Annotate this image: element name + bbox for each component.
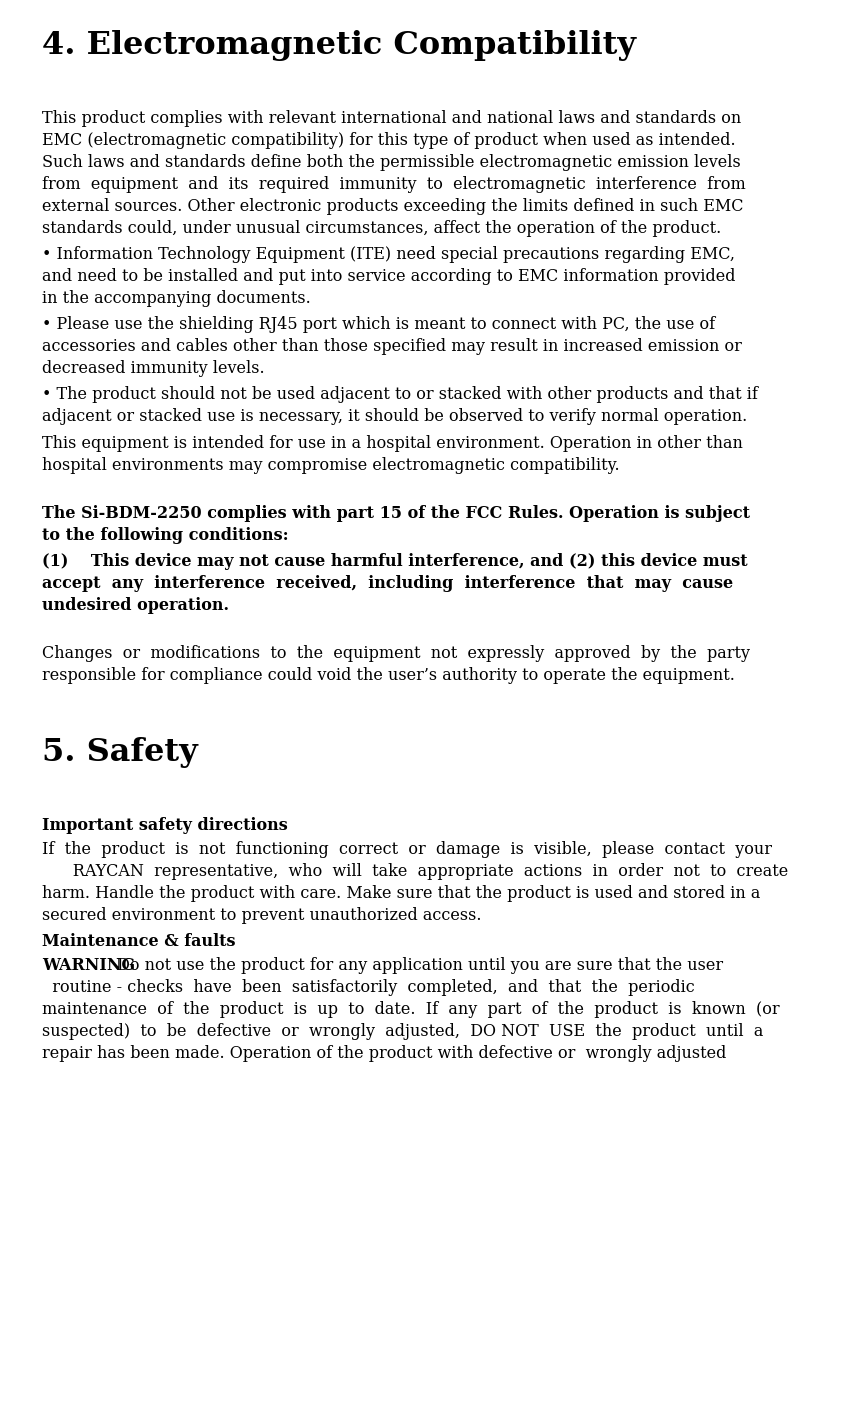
Text: adjacent or stacked use is necessary, it should be observed to verify normal ope: adjacent or stacked use is necessary, it…: [42, 409, 747, 426]
Text: to the following conditions:: to the following conditions:: [42, 527, 289, 544]
Text: suspected)  to  be  defective  or  wrongly  adjusted,  DO NOT  USE  the  product: suspected) to be defective or wrongly ad…: [42, 1024, 763, 1040]
Text: Such laws and standards define both the permissible electromagnetic emission lev: Such laws and standards define both the …: [42, 155, 740, 172]
Text: decreased immunity levels.: decreased immunity levels.: [42, 360, 264, 377]
Text: WARNING: WARNING: [42, 957, 135, 974]
Text: routine ‐ checks  have  been  satisfactorily  completed,  and  that  the  period: routine ‐ checks have been satisfactoril…: [42, 979, 694, 995]
Text: • The product should not be used adjacent to or stacked with other products and : • The product should not be used adjacen…: [42, 387, 758, 404]
Text: Changes  or  modifications  to  the  equipment  not  expressly  approved  by  th: Changes or modifications to the equipmen…: [42, 645, 750, 662]
Text: • Information Technology Equipment (ITE) need special precautions regarding EMC,: • Information Technology Equipment (ITE)…: [42, 246, 735, 263]
Text: repair has been made. Operation of the product with defective or  wrongly adjust: repair has been made. Operation of the p…: [42, 1045, 727, 1062]
Text: secured environment to prevent unauthorized access.: secured environment to prevent unauthori…: [42, 907, 481, 924]
Text: maintenance  of  the  product  is  up  to  date.  If  any  part  of  the  produc: maintenance of the product is up to date…: [42, 1001, 779, 1018]
Text: RAYCAN  representative,  who  will  take  appropriate  actions  in  order  not  : RAYCAN representative, who will take app…: [42, 863, 788, 880]
Text: This product complies with relevant international and national laws and standard: This product complies with relevant inte…: [42, 110, 741, 127]
Text: hospital environments may compromise electromagnetic compatibility.: hospital environments may compromise ele…: [42, 457, 620, 474]
Text: standards could, under unusual circumstances, affect the operation of the produc: standards could, under unusual circumsta…: [42, 221, 721, 238]
Text: harm. Handle the product with care. Make sure that the product is used and store: harm. Handle the product with care. Make…: [42, 884, 760, 901]
Text: responsible for compliance could void the user’s authority to operate the equipm: responsible for compliance could void th…: [42, 666, 735, 683]
Text: If  the  product  is  not  functioning  correct  or  damage  is  visible,  pleas: If the product is not functioning correc…: [42, 841, 772, 858]
Text: accept  any  interference  received,  including  interference  that  may  cause: accept any interference received, includ…: [42, 575, 733, 592]
Text: undesired operation.: undesired operation.: [42, 596, 229, 614]
Text: • Please use the shielding RJ45 port which is meant to connect with PC, the use : • Please use the shielding RJ45 port whi…: [42, 316, 715, 333]
Text: The Si-BDM-2250 complies with part 15 of the FCC Rules. Operation is subject: The Si-BDM-2250 complies with part 15 of…: [42, 505, 750, 522]
Text: 5. Safety: 5. Safety: [42, 737, 198, 768]
Text: Do not use the product for any application until you are sure that the user: Do not use the product for any applicati…: [113, 957, 724, 974]
Text: Important safety directions: Important safety directions: [42, 817, 288, 834]
Text: and need to be installed and put into service according to EMC information provi: and need to be installed and put into se…: [42, 269, 735, 285]
Text: Maintenance & faults: Maintenance & faults: [42, 934, 236, 950]
Text: accessories and cables other than those specified may result in increased emissi: accessories and cables other than those …: [42, 339, 742, 356]
Text: external sources. Other electronic products exceeding the limits defined in such: external sources. Other electronic produ…: [42, 198, 744, 215]
Text: from  equipment  and  its  required  immunity  to  electromagnetic  interference: from equipment and its required immunity…: [42, 176, 746, 193]
Text: in the accompanying documents.: in the accompanying documents.: [42, 290, 310, 308]
Text: 4. Electromagnetic Compatibility: 4. Electromagnetic Compatibility: [42, 30, 636, 60]
Text: EMC (electromagnetic compatibility) for this type of product when used as intend: EMC (electromagnetic compatibility) for …: [42, 132, 735, 149]
Text: (1)    This device may not cause harmful interference, and (2) this device must: (1) This device may not cause harmful in…: [42, 553, 747, 569]
Text: This equipment is intended for use in a hospital environment. Operation in other: This equipment is intended for use in a …: [42, 434, 743, 451]
